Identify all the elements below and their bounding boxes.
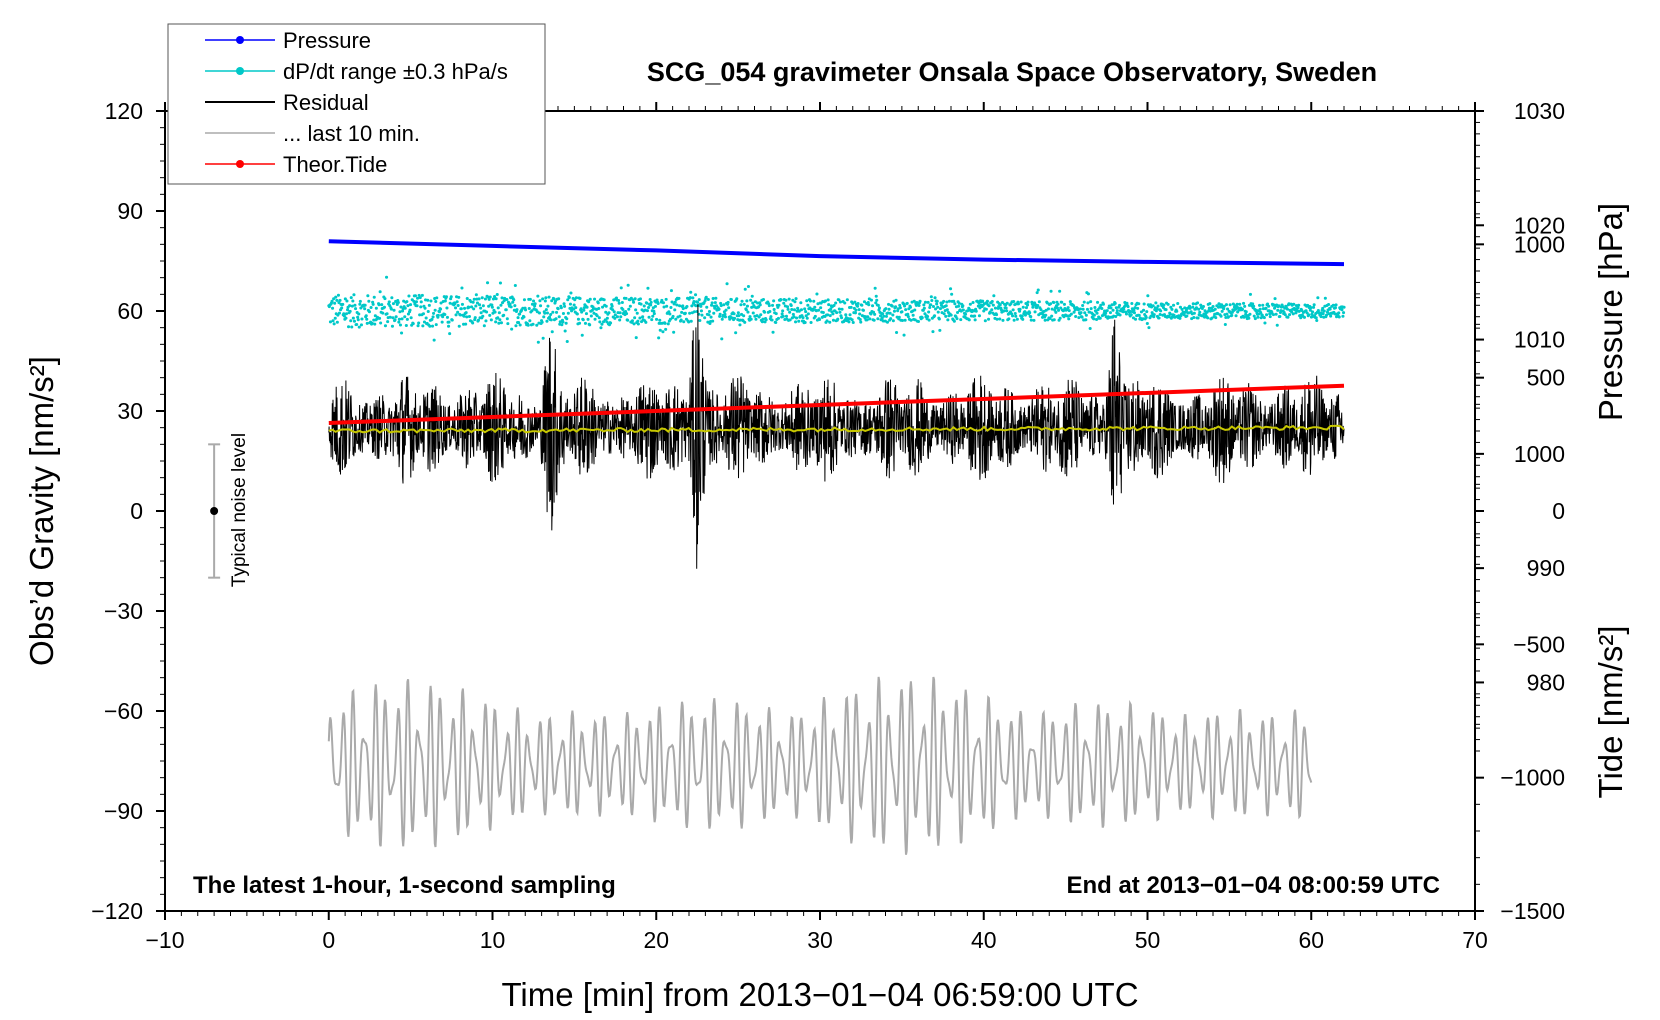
noise-bar — [208, 443, 221, 579]
chart-title: SCG_054 gravimeter Onsala Space Observat… — [647, 57, 1377, 87]
y-left-tick-label: 60 — [117, 298, 143, 324]
x-tick-label: −10 — [145, 927, 184, 953]
y-left-tick-label: 120 — [105, 98, 143, 124]
y-right-tide-tick-label: −1000 — [1500, 765, 1565, 791]
y-left-tick-label: −120 — [91, 898, 143, 924]
y-right-pressure-title: Pressure [hPa] — [1592, 203, 1629, 421]
series-tide — [328, 383, 1345, 425]
y-right-tide-tick-label: 500 — [1527, 365, 1565, 391]
y-right-pressure-tick-label: 1020 — [1514, 212, 1565, 238]
noise-bar-center — [210, 507, 219, 515]
x-tick-label: 10 — [480, 927, 506, 953]
series-residual-mean — [328, 424, 1345, 434]
y-left-tick-label: 0 — [130, 498, 143, 524]
legend-label: dP/dt range ±0.3 hPa/s — [283, 59, 508, 84]
axis-tick-labels: −10 0 10 20 30 40 50 60 701209060300−30−60−90−12… — [91, 98, 1565, 953]
y-right-pressure-tick-label: 1030 — [1514, 98, 1565, 124]
legend-label: Residual — [283, 90, 369, 115]
y-left-tick-label: −30 — [104, 598, 143, 624]
x-tick-label: 40 — [971, 927, 997, 953]
series-residual — [328, 304, 1345, 569]
y-left-tick-label: 30 — [117, 398, 143, 424]
series-dpdt — [327, 275, 1346, 344]
dpdt-points — [327, 275, 1346, 344]
legend-swatch-dot — [236, 160, 244, 168]
annotation-bottom-left: The latest 1-hour, 1-second sampling — [193, 872, 616, 899]
y-right-pressure-tick-label: 980 — [1527, 669, 1565, 695]
y-right-tide-tick-label: 1000 — [1514, 231, 1565, 257]
x-tick-label: 30 — [807, 927, 833, 953]
y-left-tick-label: −90 — [104, 798, 143, 824]
y-right-tide-title: Tide [nm/s²] — [1592, 626, 1629, 799]
residual-mean-line — [328, 424, 1345, 434]
legend-label: ... last 10 min. — [283, 121, 420, 146]
residual-line — [328, 304, 1345, 569]
y-left-axis-title: Obs’d Gravity [nm/s²] — [23, 356, 60, 666]
x-tick-label: 20 — [643, 927, 669, 953]
x-tick-label: 0 — [322, 927, 335, 953]
y-left-tick-label: −60 — [104, 698, 143, 724]
series-last-10-min — [327, 676, 1313, 855]
y-right-tide-tick-label: 0 — [1552, 498, 1565, 524]
legend-label: Theor.Tide — [283, 152, 387, 177]
noise-bar-label: Typical noise level — [229, 433, 250, 587]
x-tick-label: 60 — [1298, 927, 1324, 953]
legend-swatch-dot — [236, 36, 244, 44]
y-right-pressure-tick-label: 990 — [1527, 555, 1565, 581]
annotation-bottom-right: End at 2013−01−04 08:00:59 UTC — [1066, 872, 1440, 899]
y-right-pressure-tick-label: 1000 — [1514, 441, 1565, 467]
legend-box — [167, 23, 546, 185]
y-left-tick-label: 90 — [117, 198, 143, 224]
y-right-tide-tick-label: −1500 — [1500, 898, 1565, 924]
pressure-line — [328, 239, 1345, 267]
x-tick-label: 70 — [1462, 927, 1488, 953]
legend-label: Pressure — [283, 28, 371, 53]
y-right-tide-tick-label: −500 — [1513, 631, 1565, 657]
legend-swatch-dot — [236, 67, 244, 75]
tide-line — [328, 383, 1345, 425]
series-pressure — [328, 239, 1345, 267]
legend: Pressure dP/dt range ±0.3 hPa/s Residual..… — [167, 23, 546, 185]
x-axis-title: Time [min] from 2013−01−04 06:59:00 UTC — [501, 976, 1138, 1013]
x-tick-label: 50 — [1135, 927, 1161, 953]
last-10-min-line — [327, 676, 1313, 855]
y-right-pressure-tick-label: 1010 — [1514, 327, 1565, 353]
